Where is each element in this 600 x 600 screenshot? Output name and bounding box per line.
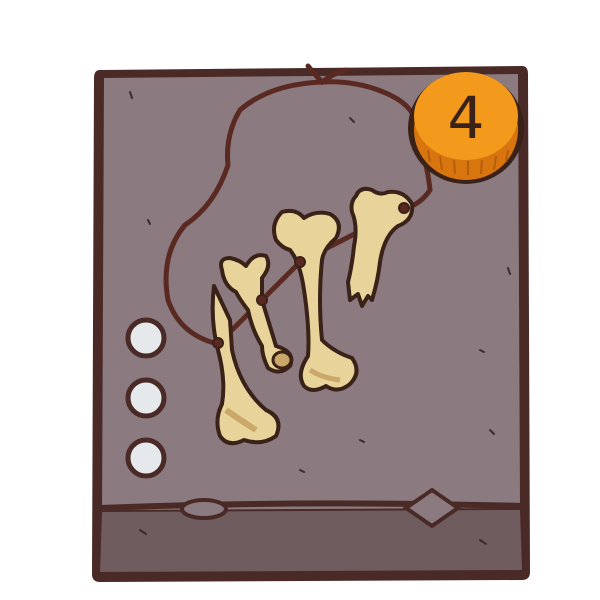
footer-divider — [99, 500, 523, 511]
slot-1[interactable] — [125, 317, 167, 359]
footer-gem-left — [180, 498, 228, 520]
slot-3[interactable] — [125, 437, 167, 479]
panel-specks — [129, 91, 511, 545]
bone-spike — [210, 284, 281, 446]
cost-coin: 4 — [408, 72, 524, 184]
bone-broken — [346, 186, 415, 308]
slot-column — [125, 317, 167, 479]
slot-2[interactable] — [125, 377, 167, 419]
coin-face — [414, 72, 518, 160]
footer-gem-right — [402, 487, 462, 529]
cost-value: 4 — [448, 84, 485, 152]
bone-necklace-art — [210, 186, 415, 446]
cord-knots — [212, 202, 410, 349]
cord — [163, 63, 433, 347]
card-footer — [100, 510, 522, 572]
bone-long — [272, 208, 359, 392]
